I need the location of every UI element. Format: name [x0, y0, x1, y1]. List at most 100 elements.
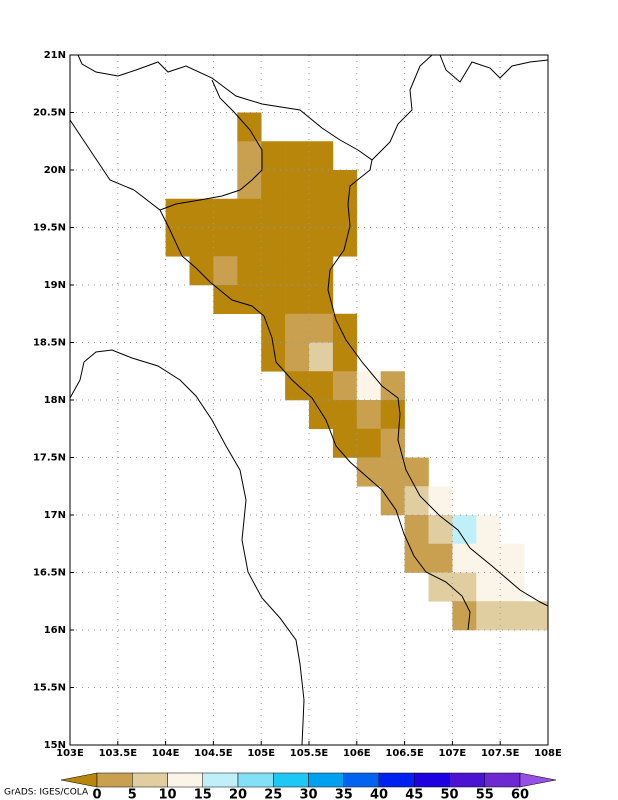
colorbar-arrow [519, 772, 557, 788]
y-tick-label: 19.5N [33, 223, 66, 234]
grid-cell [380, 486, 405, 516]
y-tick-label: 18N [44, 395, 66, 406]
grid-cell [380, 457, 405, 487]
grid-cell [213, 256, 238, 286]
grid-cell [237, 198, 262, 228]
border [133, 79, 263, 211]
grid-cell [356, 457, 381, 487]
colorbar-box [343, 772, 380, 788]
border [69, 119, 135, 191]
x-tick-label: 106.5E [385, 748, 424, 759]
colorbar-label: 10 [158, 788, 176, 800]
grid-cell [309, 170, 334, 200]
colorbar-label: 60 [511, 788, 529, 800]
grid-cell [189, 256, 214, 286]
colorbar-label: 15 [194, 788, 212, 800]
y-tick-label: 18.5N [33, 338, 66, 349]
grid-layer [70, 55, 548, 745]
grid-cell [428, 515, 453, 545]
grid-cell [261, 256, 286, 286]
grid-cell [237, 112, 262, 142]
colorbar-box [308, 772, 344, 788]
tick-layer: 103E 103.5E 104E 104.5E 105E 105.5E 106E 106.5E… [33, 50, 562, 759]
grid-cell [356, 428, 381, 458]
grid-cell [356, 400, 381, 430]
cell-layer [165, 112, 549, 631]
grid-cell [237, 256, 262, 286]
grid-cell [452, 601, 477, 631]
border [69, 349, 305, 746]
colorbar-label: 55 [476, 788, 494, 800]
grid-cell [428, 543, 453, 573]
grid-cell [380, 428, 405, 458]
grid-cell [452, 543, 477, 573]
grid-cell [332, 342, 358, 372]
grid-cell [476, 515, 501, 545]
grid-cell [500, 543, 525, 573]
grid-cell [332, 371, 358, 401]
colorbar-label: 25 [264, 788, 282, 800]
grid-cell [237, 227, 262, 257]
y-tick-label: 20N [44, 165, 66, 176]
coastline [371, 54, 433, 161]
colorbar-box [378, 772, 415, 788]
x-tick-label: 103E [56, 748, 84, 759]
y-tick-label: 17.5N [33, 453, 66, 464]
colorbar-arrow [60, 772, 98, 788]
grid-cell [285, 256, 310, 286]
grid-cell [476, 543, 501, 573]
grid-cell [189, 198, 214, 228]
y-tick-label: 15N [44, 740, 66, 751]
colorbar-box [273, 772, 309, 788]
grid-cell [428, 572, 453, 602]
colorbar-label: 20 [229, 788, 247, 800]
grid-cell [356, 371, 381, 401]
grid-cell [500, 572, 525, 602]
grid-cell [261, 170, 286, 200]
grid-cell [237, 285, 262, 315]
grid-cell [285, 198, 310, 228]
y-tick-label: 16.5N [33, 568, 66, 579]
colorbar-label: 40 [370, 788, 388, 800]
y-tick-label: 21N [44, 50, 66, 61]
grid-cell [332, 428, 358, 458]
grid-cell [476, 601, 501, 631]
colorbar-label: 5 [128, 788, 137, 800]
x-tick-label: 107.5E [481, 748, 520, 759]
boundaries [69, 54, 549, 746]
grid-cell [285, 342, 310, 372]
x-tick-label: 103.5E [99, 748, 138, 759]
colorbar-box [167, 772, 203, 788]
grid-cell [309, 141, 334, 171]
coastline [77, 54, 549, 607]
colorbar-box [237, 772, 274, 788]
grid-cell [309, 313, 334, 343]
grid-cell [285, 170, 310, 200]
border [159, 209, 471, 631]
grid-cell [261, 285, 286, 315]
grid-cell [404, 543, 429, 573]
grid-cell [285, 227, 310, 257]
y-tick-label: 16N [44, 625, 66, 636]
x-tick-label: 104.5E [194, 748, 233, 759]
grid-cell [309, 227, 334, 257]
grid-cell [500, 601, 525, 631]
x-tick-label: 104E [152, 748, 180, 759]
colorbar-label: 50 [440, 788, 458, 800]
grid-cell [261, 141, 286, 171]
colorbar-box [484, 772, 521, 788]
grid-cell [428, 486, 453, 516]
grid-cell [165, 227, 190, 257]
colorbar-box [202, 772, 239, 788]
grid-cell [285, 285, 310, 315]
colorbar-box [449, 772, 485, 788]
x-tick-label: 105.5E [290, 748, 329, 759]
grid-cell [524, 601, 549, 631]
grid-cell [261, 198, 286, 228]
colorbar-label: 0 [92, 788, 101, 800]
grid-cell [189, 227, 214, 257]
grid-cell [213, 285, 238, 315]
colorbar-label: 30 [299, 788, 317, 800]
grid-cell [261, 227, 286, 257]
